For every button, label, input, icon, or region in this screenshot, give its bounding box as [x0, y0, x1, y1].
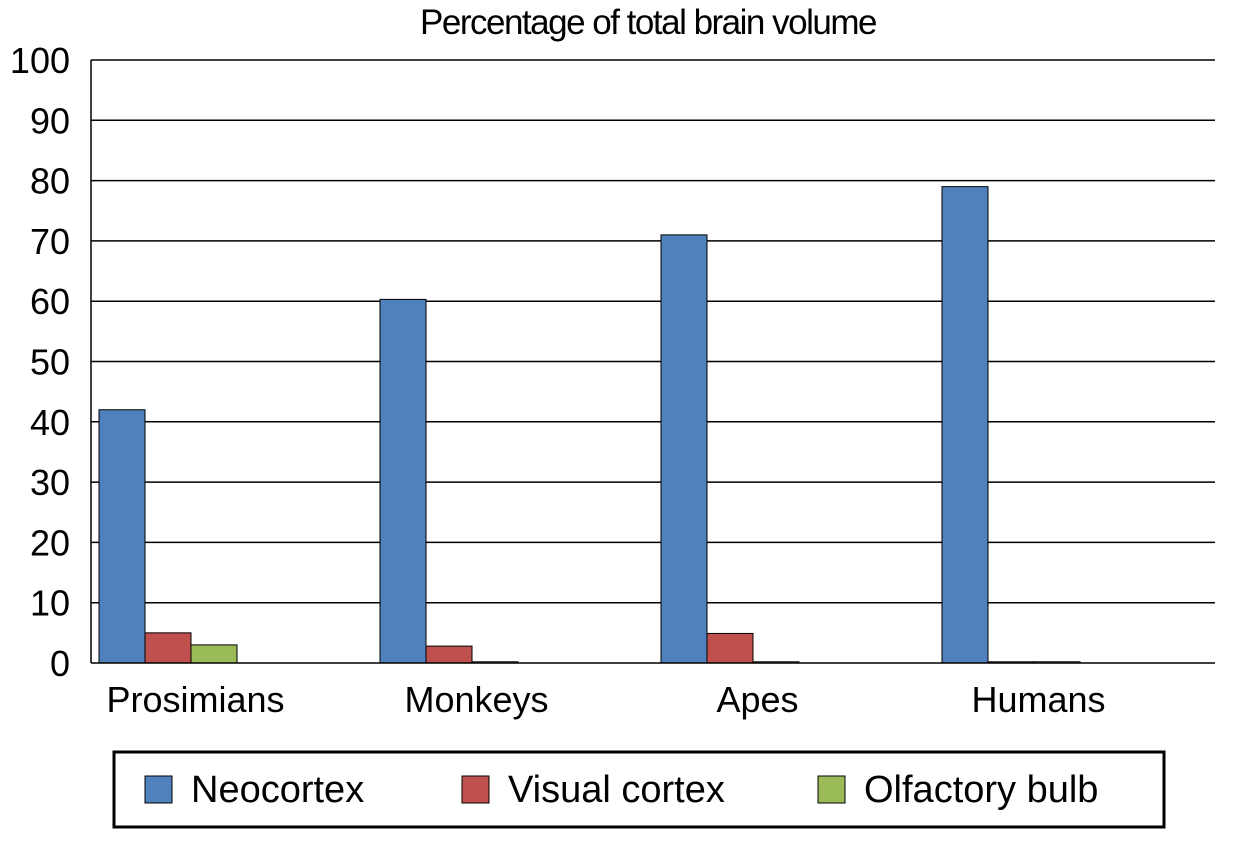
legend: Neocortex Visual cortex Olfactory bulb: [144, 769, 1098, 811]
y-tick-label: 90: [30, 100, 70, 141]
bar-olfactory-bulb-prosimians: [190, 644, 238, 664]
y-tick-label: 0: [50, 643, 70, 684]
axes: [90, 60, 1215, 664]
x-tick-label: Humans: [971, 679, 1105, 720]
y-axis-ticks: 0 10 20 30 40 50 60 70 80 90 100: [10, 40, 70, 684]
legend-label: Olfactory bulb: [864, 769, 1098, 811]
x-axis-labels: Prosimians Monkeys Apes Humans: [106, 679, 1105, 720]
y-tick-label: 20: [30, 522, 70, 563]
legend-label: Neocortex: [191, 769, 364, 811]
legend-swatch: [461, 775, 490, 804]
x-tick-label: Monkeys: [404, 679, 548, 720]
y-tick-label: 30: [30, 462, 70, 503]
bar-visual-cortex-prosimians: [144, 632, 192, 664]
bar-visual-cortex-apes: [706, 632, 754, 664]
y-tick-label: 10: [30, 583, 70, 624]
y-tick-label: 80: [30, 161, 70, 202]
legend-box: [112, 750, 1166, 829]
x-tick-label: Apes: [716, 679, 798, 720]
legend-swatch: [817, 775, 846, 804]
y-tick-label: 60: [30, 281, 70, 322]
bar-visual-cortex-monkeys: [425, 645, 473, 664]
bar-neocortex-apes: [660, 234, 708, 664]
bars: [98, 186, 1081, 664]
gridlines: [91, 59, 1215, 604]
y-tick-label: 70: [30, 221, 70, 262]
y-tick-label: 50: [30, 342, 70, 383]
bar-neocortex-humans: [941, 186, 989, 664]
bar-neocortex-monkeys: [379, 298, 427, 664]
bar-neocortex-prosimians: [98, 409, 146, 664]
legend-swatch: [144, 775, 173, 804]
chart-title: Percentage of total brain volume: [420, 3, 876, 42]
y-tick-label: 100: [10, 40, 70, 81]
x-tick-label: Prosimians: [106, 679, 284, 720]
legend-label: Visual cortex: [508, 769, 725, 811]
y-tick-label: 40: [30, 402, 70, 443]
